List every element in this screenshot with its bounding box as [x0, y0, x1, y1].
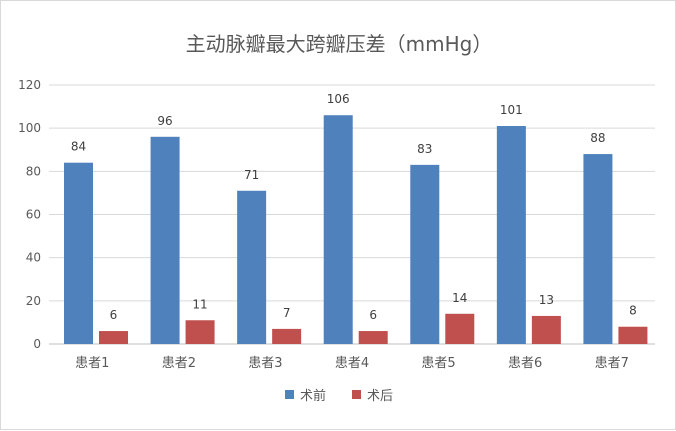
category-label: 患者5	[421, 356, 455, 371]
bar-post	[358, 331, 388, 344]
y-tick-label: 40	[26, 251, 41, 265]
y-tick-label: 100	[18, 121, 41, 135]
data-label: 7	[283, 306, 291, 320]
data-label: 101	[500, 103, 523, 117]
data-label: 14	[452, 291, 467, 305]
bar-pre	[64, 162, 93, 344]
y-axis-ticks: 0 20 40 60 80 100 120	[18, 78, 41, 351]
bar-post	[272, 328, 302, 344]
data-label: 106	[327, 92, 350, 106]
data-label: 96	[157, 114, 172, 128]
data-label: 84	[71, 140, 86, 154]
legend-swatch-pre	[284, 390, 294, 399]
data-label: 13	[539, 293, 554, 307]
legend-item-pre: 术前	[284, 385, 326, 404]
bar-pre	[496, 126, 526, 344]
bar-post	[531, 315, 561, 344]
data-label: 6	[110, 308, 118, 322]
y-tick-label: 20	[26, 294, 41, 308]
legend-label-post: 术后	[367, 389, 394, 404]
bar-pre	[150, 136, 180, 344]
bar-pre	[410, 164, 440, 344]
category-label: 患者6	[508, 356, 542, 371]
y-tick-label: 80	[26, 164, 41, 178]
category-label: 患者7	[595, 356, 629, 371]
category-labels: 患者1 患者2 患者3 患者4 患者5 患者6 患者7	[75, 356, 629, 371]
bars	[64, 115, 648, 344]
chart-title: 主动脉瓣最大跨瓣压差（mmHg）	[185, 32, 493, 56]
category-label: 患者1	[75, 356, 109, 371]
y-tick-label: 60	[26, 208, 41, 222]
bar-post	[445, 313, 475, 344]
bar-post	[99, 331, 128, 344]
y-tick-label: 120	[18, 78, 41, 92]
legend: 术前 术后	[1, 385, 676, 404]
data-label: 71	[244, 168, 259, 182]
bar-post	[618, 326, 648, 344]
y-tick-label: 0	[33, 337, 41, 351]
data-label: 88	[590, 131, 605, 145]
legend-item-post: 术后	[352, 385, 393, 404]
data-label: 83	[417, 142, 432, 156]
bar-pre	[323, 115, 353, 344]
category-label: 患者3	[248, 356, 282, 371]
bar-pre	[237, 190, 267, 344]
bar-post	[185, 320, 215, 344]
data-label: 6	[369, 308, 377, 322]
legend-swatch-post	[352, 390, 361, 399]
legend-label-pre: 术前	[299, 389, 326, 404]
data-label: 11	[192, 297, 207, 311]
category-label: 患者2	[162, 356, 196, 371]
category-label: 患者4	[335, 356, 369, 371]
bar-pre	[583, 154, 613, 344]
data-label: 8	[629, 304, 637, 318]
